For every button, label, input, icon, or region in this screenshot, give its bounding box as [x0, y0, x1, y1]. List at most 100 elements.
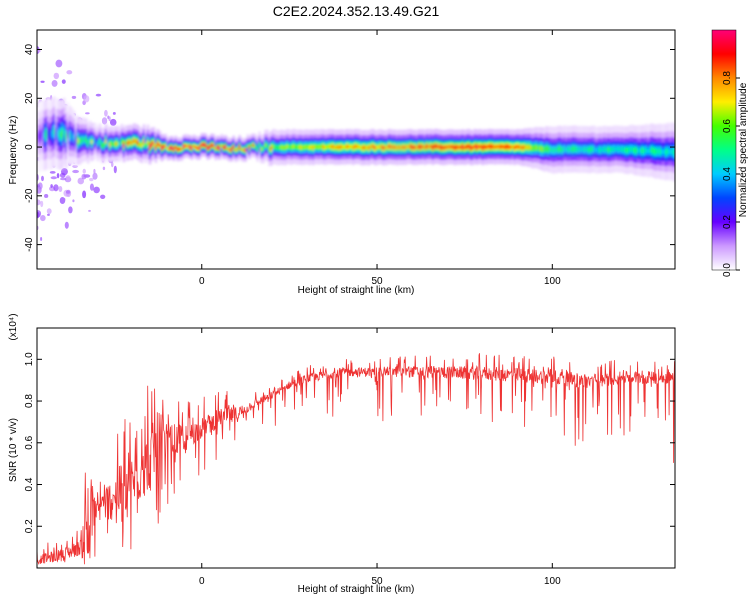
heatmap-cell: [168, 147, 172, 150]
heatmap-cell: [665, 149, 668, 155]
heatmap-cell: [148, 145, 152, 149]
heatmap-cell: [487, 144, 491, 148]
heatmap-cell: [499, 145, 503, 149]
heatmap-cell: [547, 147, 550, 152]
heatmap-cell: [194, 146, 198, 149]
y-tick-label: 0: [24, 144, 35, 150]
colorbar-tick-label: 0.6: [722, 119, 733, 133]
heatmap-cell: [80, 137, 84, 143]
snr-panel: 0 50 100 0.2 0.4 0.6 0.8 1.0 Height of straigh…: [8, 313, 676, 595]
heatmap-cell: [669, 149, 672, 155]
heatmap-cell: [533, 145, 537, 150]
heatmap-cell: [68, 133, 72, 139]
heatmap-cell: [74, 137, 78, 143]
heatmap-cell: [611, 147, 614, 152]
heatmap-cell: [42, 132, 46, 139]
heatmap-cell: [607, 147, 610, 152]
snr-y-label: SNR (10 * v/v): [8, 418, 19, 482]
heatmap-cell: [439, 145, 443, 149]
heatmap-cell: [461, 145, 465, 149]
heatmap-cell: [184, 144, 188, 147]
heatmap-noise-cell: [64, 221, 69, 229]
heatmap-cell: [629, 146, 632, 152]
heatmap-cell: [180, 148, 184, 151]
heatmap-noise-cell: [89, 177, 94, 182]
heatmap-cell: [527, 145, 531, 150]
heatmap-cell: [308, 145, 311, 150]
heatmap-cell: [617, 146, 620, 152]
heatmap-cell: [166, 147, 170, 151]
heatmap-noise-cell: [93, 168, 96, 174]
heatmap-noise-cell: [60, 167, 68, 176]
heatmap-cell: [232, 146, 235, 149]
heatmap-cell: [172, 148, 176, 151]
y-tick-label: 1.0: [24, 352, 35, 366]
heatmap-cell: [70, 133, 74, 139]
heatmap-noise-cell: [40, 236, 43, 241]
heatmap-cell: [519, 145, 523, 149]
heatmap-cell: [102, 143, 106, 148]
x-tick-label: 0: [199, 276, 205, 287]
heatmap-cell: [403, 145, 407, 150]
heatmap-cell: [48, 131, 52, 139]
heatmap-cell: [332, 144, 335, 149]
heatmap-cell: [521, 145, 525, 150]
heatmap-cell: [88, 138, 92, 143]
heatmap-cell: [340, 145, 343, 149]
heatmap-cell: [328, 144, 331, 149]
heatmap-cell: [192, 145, 196, 148]
heatmap-cell: [479, 144, 483, 149]
heatmap-cell: [465, 145, 469, 149]
heatmap-noise-cell: [50, 184, 53, 188]
snr-x-ticks: 0 50 100: [199, 328, 561, 587]
heatmap-cell: [186, 145, 190, 148]
y-tick-label: -20: [24, 188, 35, 203]
snr-y-ticks: 0.2 0.4 0.6 0.8 1.0: [24, 352, 675, 533]
heatmap-noise-cell: [37, 184, 41, 188]
heatmap-cell: [140, 143, 144, 148]
heatmap-noise-cell: [40, 200, 44, 208]
heatmap-noise-cell: [83, 95, 90, 103]
heatmap-cell: [182, 145, 186, 148]
heatmap-cell: [248, 146, 251, 149]
heatmap-cell: [276, 146, 279, 150]
heatmap-cell: [218, 147, 222, 150]
heatmap-cell: [385, 145, 389, 150]
heatmap-cell: [316, 145, 319, 149]
heatmap-cell: [427, 145, 431, 149]
heatmap-cell: [76, 138, 80, 143]
heatmap-cell: [651, 147, 654, 153]
heatmap-cell: [621, 147, 624, 152]
x-tick-label: 100: [544, 276, 561, 287]
heatmap-cell: [551, 148, 554, 153]
heatmap-cell: [449, 145, 453, 149]
heatmap-cell: [649, 147, 652, 153]
heatmap-noise-cell: [95, 93, 102, 97]
heatmap-cell: [258, 143, 261, 147]
colorbar-tick-label: 0.2: [722, 215, 733, 229]
heatmap-cell: [567, 147, 570, 152]
x-tick-label: 0: [199, 576, 205, 587]
heatmap-cell: [354, 144, 357, 149]
heatmap-cell: [565, 147, 568, 152]
heatmap-cell: [100, 143, 104, 147]
colorbar: 0.0 0.2 0.4 0.6 0.8 Normalized spectral ampl…: [711, 29, 749, 277]
heatmap-cell: [541, 147, 545, 151]
heatmap-noise-cell: [82, 190, 87, 199]
heatmap-cell: [298, 145, 301, 149]
heatmap-cell: [334, 145, 337, 150]
heatmap-cell: [447, 145, 451, 149]
heatmap-cell: [158, 143, 162, 147]
spectrogram-y-ticks: -40 -20 0 20 40: [24, 44, 675, 252]
heatmap-cell: [387, 144, 391, 149]
heatmap-cell: [369, 144, 373, 149]
y-tick-label: 20: [24, 92, 35, 104]
spectrogram-x-label: Height of straight line (km): [298, 285, 415, 296]
heatmap-cell: [120, 139, 124, 144]
heatmap-noise-cell: [72, 199, 75, 203]
colorbar-tick-label: 0.0: [722, 263, 733, 277]
heatmap-cell: [435, 144, 439, 148]
heatmap-cell: [136, 140, 140, 145]
heatmap-cell: [244, 148, 247, 152]
heatmap-cell: [397, 145, 401, 149]
